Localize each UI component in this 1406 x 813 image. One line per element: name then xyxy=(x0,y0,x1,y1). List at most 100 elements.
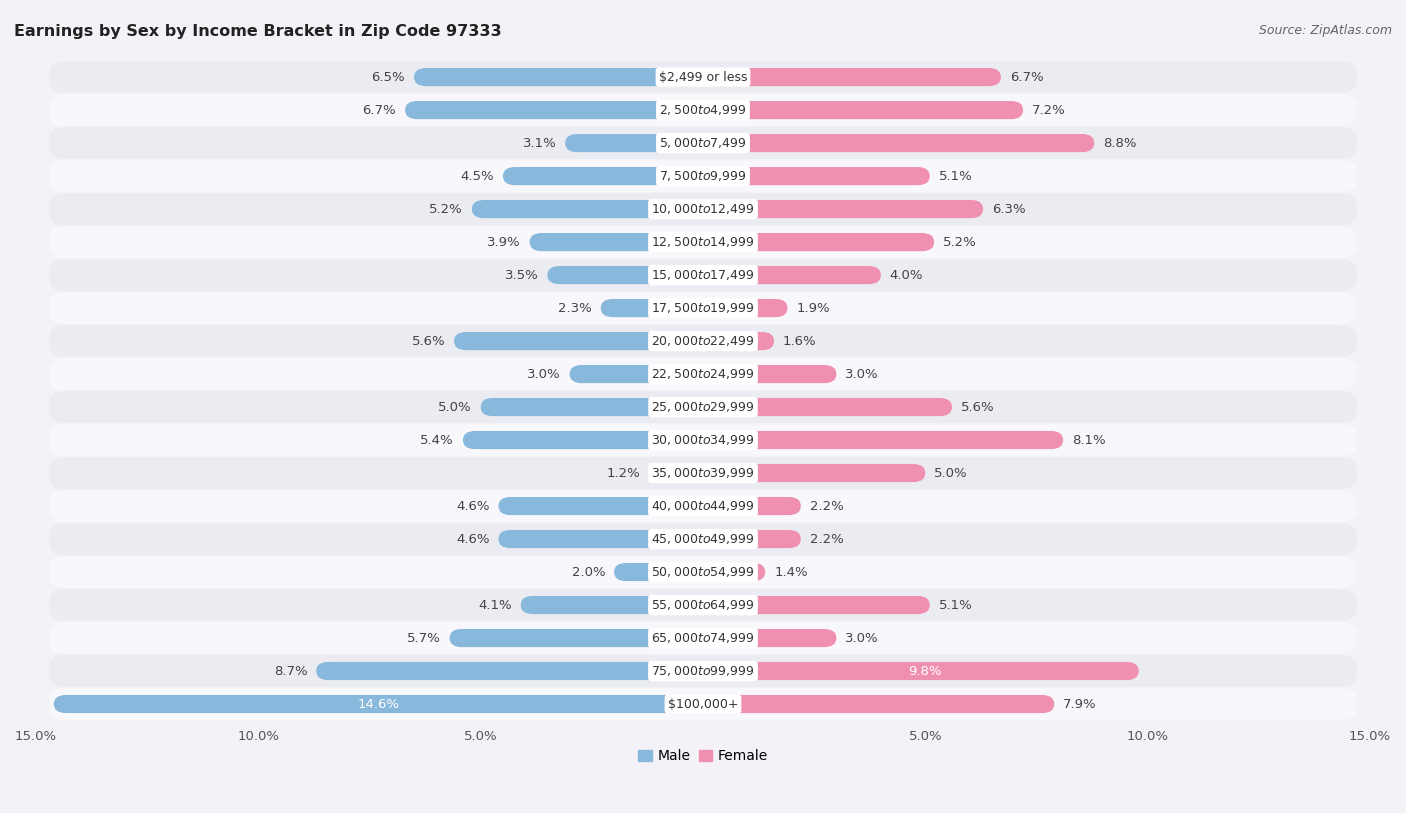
FancyBboxPatch shape xyxy=(454,332,703,350)
FancyBboxPatch shape xyxy=(600,299,703,317)
Text: 5.1%: 5.1% xyxy=(939,170,973,183)
Text: 3.5%: 3.5% xyxy=(505,268,538,281)
Text: 3.1%: 3.1% xyxy=(523,137,557,150)
FancyBboxPatch shape xyxy=(703,398,952,416)
FancyBboxPatch shape xyxy=(703,266,880,285)
FancyBboxPatch shape xyxy=(49,490,1357,522)
Text: 4.5%: 4.5% xyxy=(460,170,494,183)
FancyBboxPatch shape xyxy=(413,68,703,86)
FancyBboxPatch shape xyxy=(49,292,1357,324)
Text: Earnings by Sex by Income Bracket in Zip Code 97333: Earnings by Sex by Income Bracket in Zip… xyxy=(14,24,502,39)
Text: 4.0%: 4.0% xyxy=(890,268,924,281)
Text: 6.3%: 6.3% xyxy=(993,202,1025,215)
FancyBboxPatch shape xyxy=(703,497,801,515)
FancyBboxPatch shape xyxy=(703,464,925,482)
Text: 5.0%: 5.0% xyxy=(439,401,472,414)
FancyBboxPatch shape xyxy=(703,299,787,317)
FancyBboxPatch shape xyxy=(499,530,703,548)
FancyBboxPatch shape xyxy=(703,167,929,185)
Text: 5.2%: 5.2% xyxy=(429,202,463,215)
Text: $7,500 to $9,999: $7,500 to $9,999 xyxy=(659,169,747,183)
FancyBboxPatch shape xyxy=(530,233,703,251)
FancyBboxPatch shape xyxy=(703,68,1001,86)
Text: 6.7%: 6.7% xyxy=(363,103,396,116)
Text: $25,000 to $29,999: $25,000 to $29,999 xyxy=(651,400,755,414)
FancyBboxPatch shape xyxy=(481,398,703,416)
FancyBboxPatch shape xyxy=(49,226,1357,258)
FancyBboxPatch shape xyxy=(569,365,703,383)
Text: 1.2%: 1.2% xyxy=(607,467,641,480)
FancyBboxPatch shape xyxy=(703,629,837,647)
Text: 7.9%: 7.9% xyxy=(1063,698,1097,711)
Text: 2.2%: 2.2% xyxy=(810,499,844,512)
FancyBboxPatch shape xyxy=(49,259,1357,291)
Legend: Male, Female: Male, Female xyxy=(633,744,773,769)
FancyBboxPatch shape xyxy=(703,431,1063,449)
FancyBboxPatch shape xyxy=(49,359,1357,390)
FancyBboxPatch shape xyxy=(703,233,934,251)
Text: $55,000 to $64,999: $55,000 to $64,999 xyxy=(651,598,755,612)
Text: 3.9%: 3.9% xyxy=(486,236,520,249)
FancyBboxPatch shape xyxy=(703,563,765,581)
FancyBboxPatch shape xyxy=(472,200,703,218)
Text: 5.4%: 5.4% xyxy=(420,433,454,446)
FancyBboxPatch shape xyxy=(49,160,1357,192)
FancyBboxPatch shape xyxy=(450,629,703,647)
FancyBboxPatch shape xyxy=(499,497,703,515)
Text: 5.1%: 5.1% xyxy=(939,598,973,611)
FancyBboxPatch shape xyxy=(703,101,1024,120)
Text: 3.0%: 3.0% xyxy=(845,632,879,645)
FancyBboxPatch shape xyxy=(49,424,1357,456)
Text: Source: ZipAtlas.com: Source: ZipAtlas.com xyxy=(1258,24,1392,37)
Text: 5.6%: 5.6% xyxy=(412,335,446,348)
Text: 1.4%: 1.4% xyxy=(775,566,808,579)
Text: 5.2%: 5.2% xyxy=(943,236,977,249)
FancyBboxPatch shape xyxy=(49,655,1357,687)
Text: 14.6%: 14.6% xyxy=(357,698,399,711)
FancyBboxPatch shape xyxy=(49,589,1357,621)
Text: $30,000 to $34,999: $30,000 to $34,999 xyxy=(651,433,755,447)
Text: $65,000 to $74,999: $65,000 to $74,999 xyxy=(651,631,755,645)
FancyBboxPatch shape xyxy=(703,200,983,218)
Text: 5.6%: 5.6% xyxy=(960,401,994,414)
FancyBboxPatch shape xyxy=(703,332,775,350)
Text: 7.2%: 7.2% xyxy=(1032,103,1066,116)
FancyBboxPatch shape xyxy=(614,563,703,581)
Text: $22,500 to $24,999: $22,500 to $24,999 xyxy=(651,367,755,381)
Text: 1.6%: 1.6% xyxy=(783,335,817,348)
FancyBboxPatch shape xyxy=(49,128,1357,159)
Text: 8.8%: 8.8% xyxy=(1104,137,1136,150)
Text: $10,000 to $12,499: $10,000 to $12,499 xyxy=(651,202,755,216)
FancyBboxPatch shape xyxy=(49,457,1357,489)
Text: $12,500 to $14,999: $12,500 to $14,999 xyxy=(651,235,755,249)
FancyBboxPatch shape xyxy=(703,530,801,548)
FancyBboxPatch shape xyxy=(49,622,1357,654)
FancyBboxPatch shape xyxy=(520,596,703,614)
FancyBboxPatch shape xyxy=(49,325,1357,357)
FancyBboxPatch shape xyxy=(650,464,703,482)
Text: 3.0%: 3.0% xyxy=(845,367,879,380)
Text: 4.6%: 4.6% xyxy=(456,533,489,546)
Text: 8.1%: 8.1% xyxy=(1071,433,1105,446)
FancyBboxPatch shape xyxy=(53,695,703,713)
FancyBboxPatch shape xyxy=(49,556,1357,588)
Text: $100,000+: $100,000+ xyxy=(668,698,738,711)
FancyBboxPatch shape xyxy=(49,524,1357,555)
FancyBboxPatch shape xyxy=(49,391,1357,423)
FancyBboxPatch shape xyxy=(703,596,929,614)
Text: 4.1%: 4.1% xyxy=(478,598,512,611)
Text: $20,000 to $22,499: $20,000 to $22,499 xyxy=(651,334,755,348)
Text: 2.3%: 2.3% xyxy=(558,302,592,315)
Text: 5.0%: 5.0% xyxy=(934,467,967,480)
FancyBboxPatch shape xyxy=(503,167,703,185)
Text: $15,000 to $17,499: $15,000 to $17,499 xyxy=(651,268,755,282)
Text: 4.6%: 4.6% xyxy=(456,499,489,512)
Text: $17,500 to $19,999: $17,500 to $19,999 xyxy=(651,301,755,315)
FancyBboxPatch shape xyxy=(703,662,1139,680)
FancyBboxPatch shape xyxy=(49,688,1357,720)
Text: 5.7%: 5.7% xyxy=(406,632,440,645)
FancyBboxPatch shape xyxy=(703,365,837,383)
FancyBboxPatch shape xyxy=(703,134,1094,152)
FancyBboxPatch shape xyxy=(49,193,1357,225)
Text: 6.7%: 6.7% xyxy=(1010,71,1043,84)
